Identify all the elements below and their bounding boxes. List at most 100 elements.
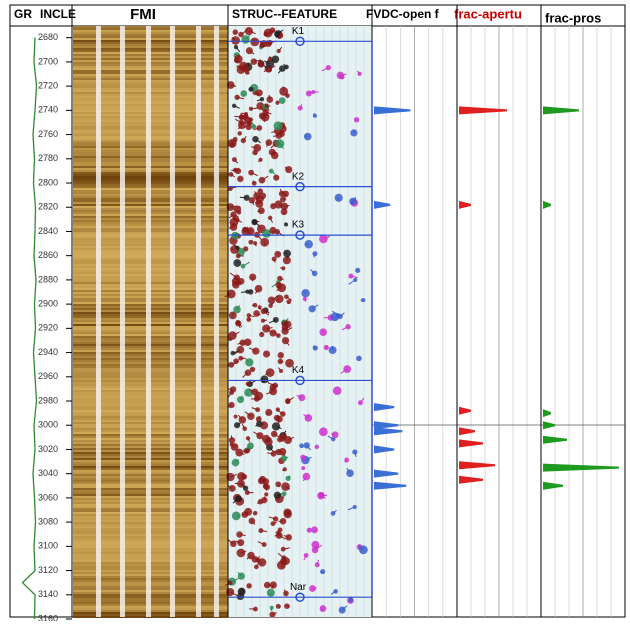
feature-tail xyxy=(284,494,285,498)
feature-tail xyxy=(357,270,358,271)
header-incle: INCLE xyxy=(40,7,76,21)
feature-tail xyxy=(337,391,338,392)
header-fvdc: FVDC-open f xyxy=(366,7,440,21)
depth-label: 2680 xyxy=(38,32,58,42)
depth-label: 3060 xyxy=(38,492,58,502)
feature-tail xyxy=(234,116,241,117)
fmi-gap xyxy=(120,26,125,617)
header-pros: frac-pros xyxy=(545,10,601,25)
feature xyxy=(241,474,247,480)
feature xyxy=(275,139,284,148)
depth-label: 3160 xyxy=(38,613,58,621)
depth-label: 2820 xyxy=(38,202,58,212)
feature xyxy=(265,139,272,146)
fmi-gap xyxy=(96,26,101,617)
feature xyxy=(303,473,311,481)
feature xyxy=(274,121,283,130)
horizon-label: K2 xyxy=(292,171,305,182)
depth-label: 3140 xyxy=(38,589,58,599)
fmi-gap xyxy=(196,26,201,617)
fmi-gap xyxy=(214,26,219,617)
feature xyxy=(282,337,289,344)
depth-label: 3020 xyxy=(38,444,58,454)
depth-label: 3000 xyxy=(38,420,58,430)
feature-tail xyxy=(266,494,267,495)
feature xyxy=(285,534,292,541)
feature xyxy=(274,200,282,208)
feature xyxy=(230,351,235,356)
feature xyxy=(234,415,238,419)
feature-tail xyxy=(269,95,270,100)
feature xyxy=(348,598,353,603)
header-struc: STRUC--FEATURE xyxy=(232,7,337,21)
feature xyxy=(282,191,289,198)
feature-tail xyxy=(263,196,264,201)
feature-tail xyxy=(288,302,289,304)
header-aperture: frac-apertu xyxy=(454,6,522,21)
feature xyxy=(259,476,266,483)
depth-label: 2960 xyxy=(38,371,58,381)
feature-tail xyxy=(263,320,267,321)
depth-label: 2860 xyxy=(38,250,58,260)
feature xyxy=(285,93,290,98)
feature xyxy=(244,338,252,346)
depth-label: 3080 xyxy=(38,516,58,526)
feature xyxy=(268,216,272,220)
feature xyxy=(285,398,290,403)
depth-label: 2900 xyxy=(38,298,58,308)
feature xyxy=(309,305,316,312)
feature-tail xyxy=(231,435,232,440)
feature xyxy=(241,264,246,269)
header-fmi: FMI xyxy=(130,6,156,23)
feature xyxy=(248,240,253,245)
feature-tail xyxy=(280,268,283,269)
depth-label: 2780 xyxy=(38,153,58,163)
feature xyxy=(283,591,289,597)
feature-tail xyxy=(287,400,288,401)
feature-tail xyxy=(286,194,287,196)
depth-label: 2980 xyxy=(38,395,58,405)
horizon-label: K1 xyxy=(292,26,305,37)
feature xyxy=(228,581,233,586)
feature xyxy=(249,197,255,203)
feature-tail xyxy=(257,395,259,396)
feature xyxy=(264,492,268,496)
feature-tail xyxy=(283,199,286,200)
feature-tail xyxy=(264,117,265,122)
depth-label: 3100 xyxy=(38,541,58,551)
horizon-label: Nar xyxy=(290,582,307,593)
feature-tail xyxy=(287,606,290,607)
feature-tail xyxy=(240,197,247,198)
header-gr: GR xyxy=(14,7,32,21)
feature-tail xyxy=(251,108,258,109)
depth-label: 3120 xyxy=(38,565,58,575)
depth-label: 3040 xyxy=(38,468,58,478)
fmi-gap xyxy=(170,26,175,617)
depth-label: 2700 xyxy=(38,56,58,66)
feature-tail xyxy=(248,342,249,345)
feature xyxy=(283,250,291,258)
depth-label: 2880 xyxy=(38,274,58,284)
feature-tail xyxy=(233,447,235,448)
depth-label: 2840 xyxy=(38,226,58,236)
horizon-label: K3 xyxy=(292,220,305,231)
feature-tail xyxy=(283,87,284,92)
feature xyxy=(274,415,280,421)
feature-tail xyxy=(270,56,271,59)
depth-label: 2740 xyxy=(38,105,58,115)
feature-tail xyxy=(278,410,279,412)
feature xyxy=(350,129,357,136)
depth-label: 2940 xyxy=(38,347,58,357)
feature xyxy=(284,321,292,329)
feature xyxy=(258,305,262,309)
feature xyxy=(359,545,368,554)
feature xyxy=(346,469,354,477)
horizon-label: K4 xyxy=(292,365,305,376)
feature-tail xyxy=(236,54,237,55)
depth-label: 2800 xyxy=(38,177,58,187)
depth-label: 2920 xyxy=(38,323,58,333)
fmi-gap xyxy=(146,26,151,617)
feature xyxy=(271,431,277,437)
well-log: GR INCLE FMI STRUC--FEATURE FVDC-open f … xyxy=(0,0,630,621)
feature-tail xyxy=(234,218,236,219)
